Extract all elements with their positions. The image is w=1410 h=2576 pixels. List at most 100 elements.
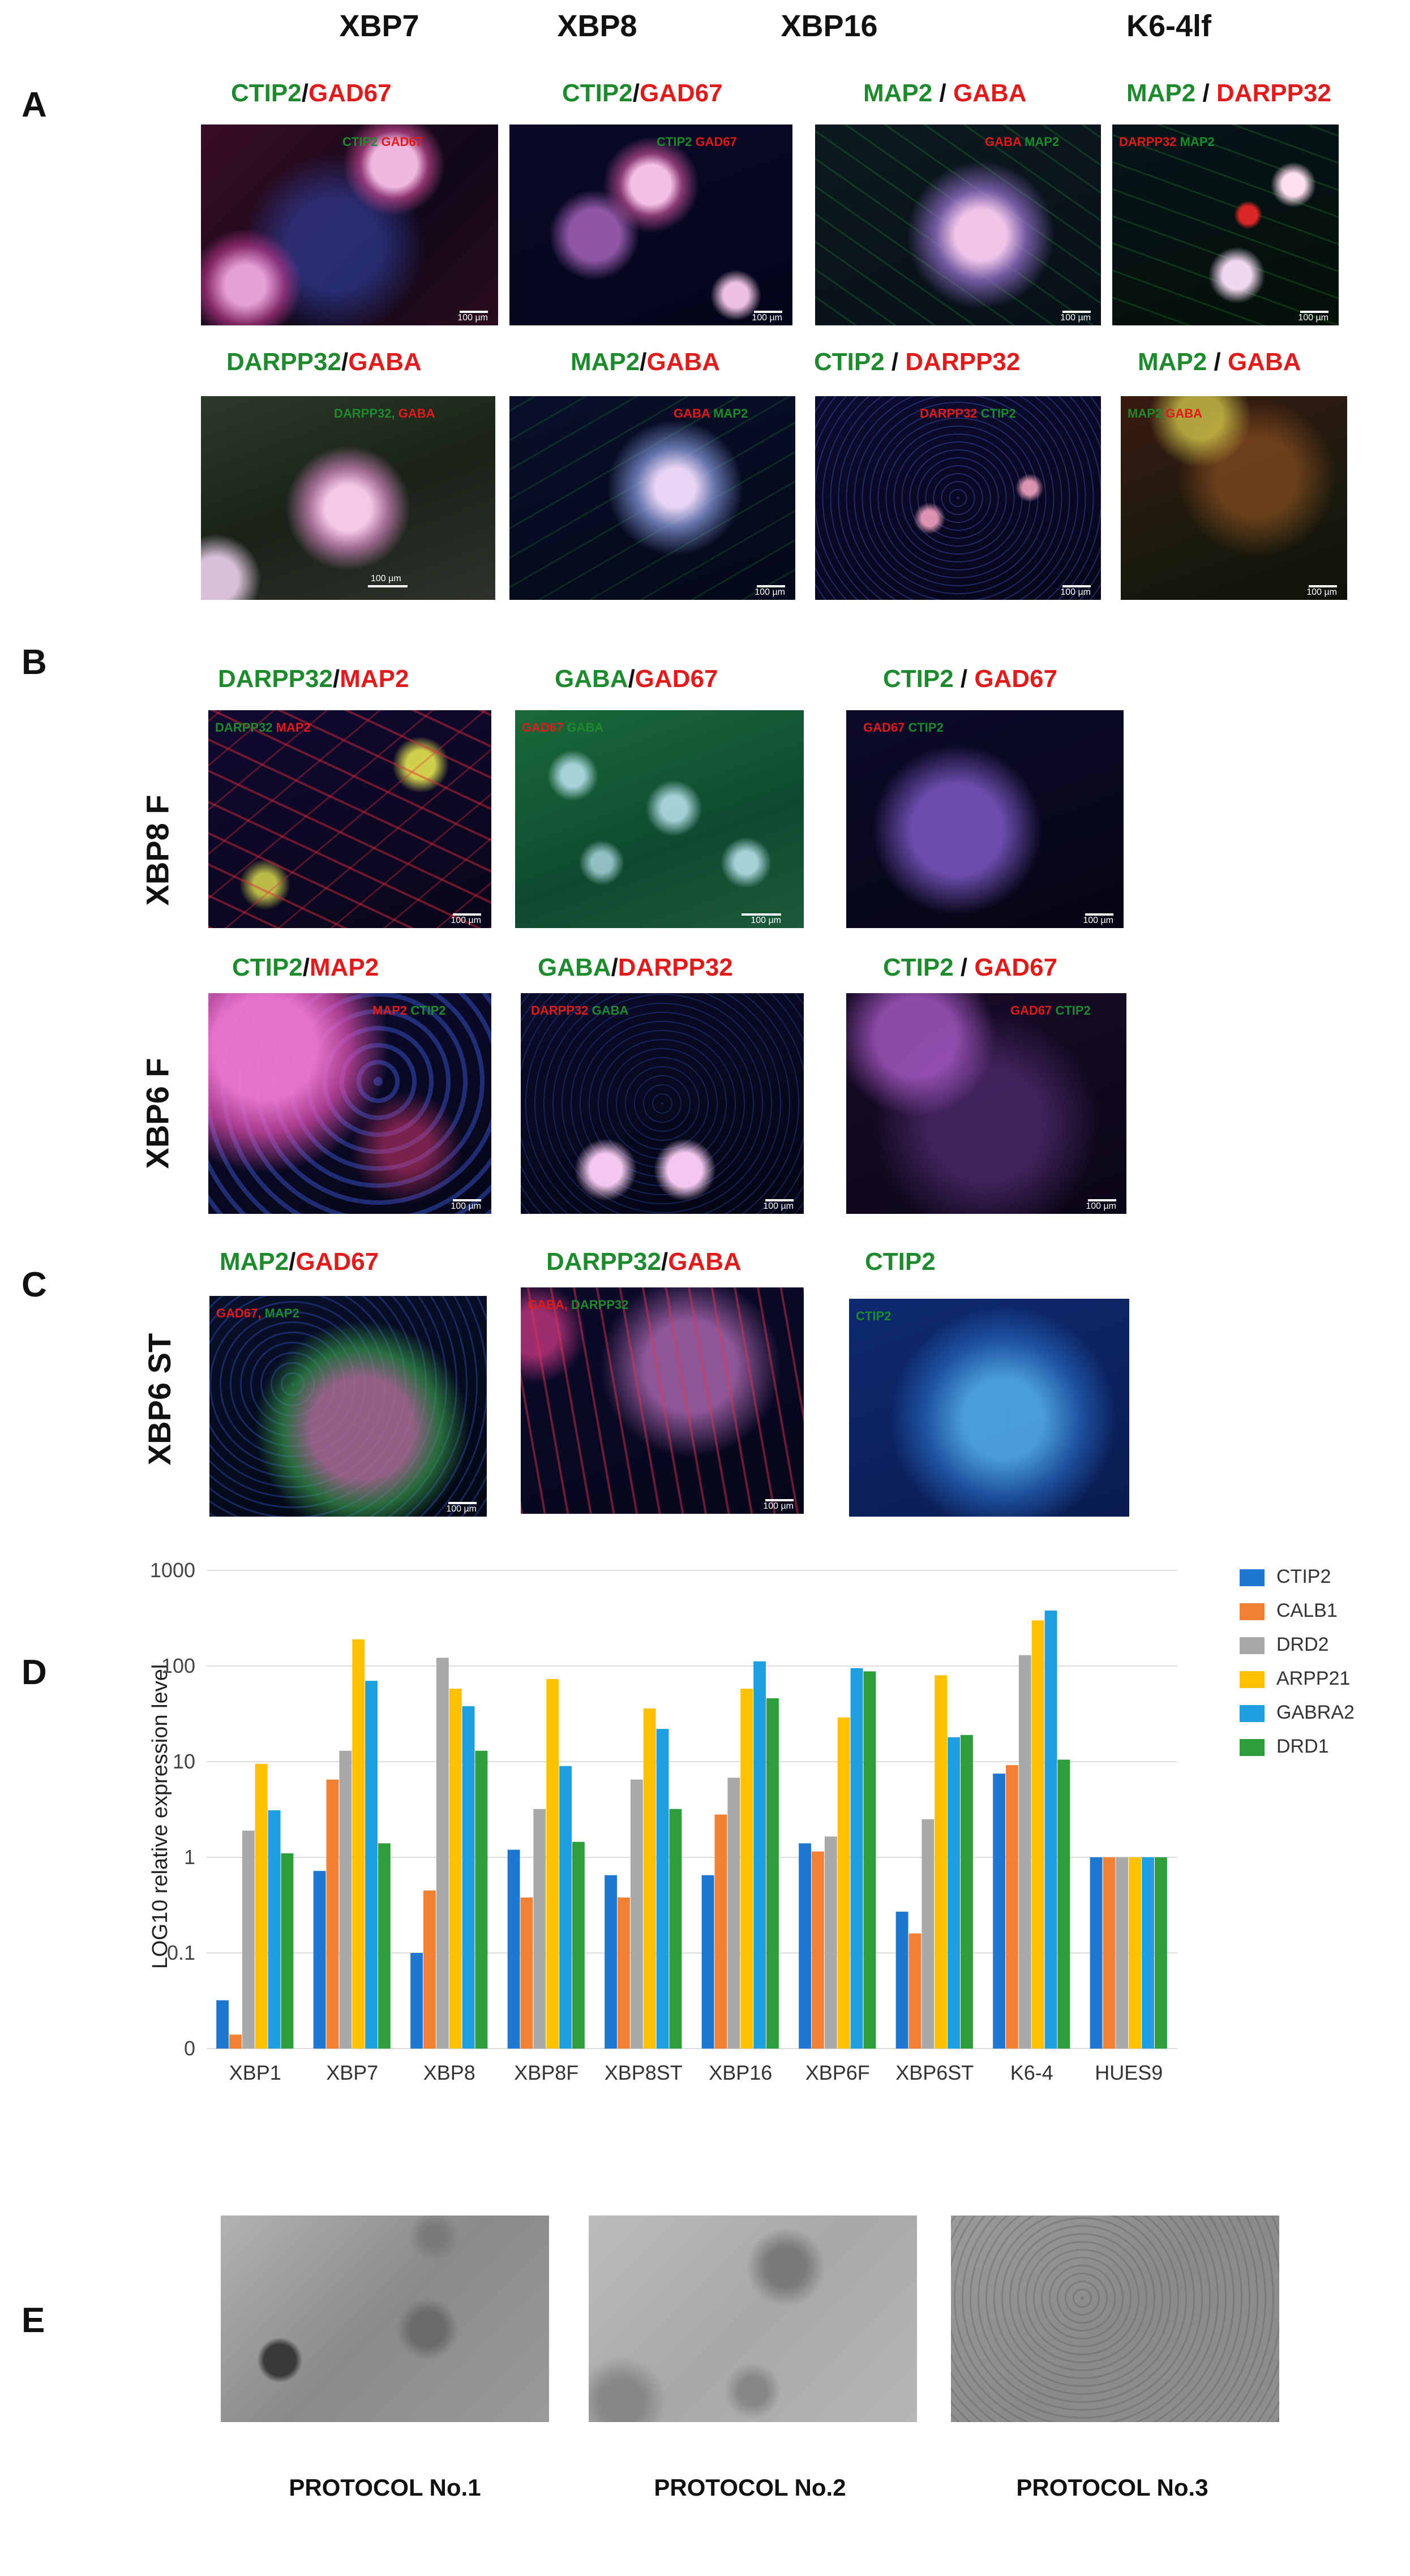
- y-tick-label: 100: [161, 1654, 195, 1677]
- bar-calb1-xbp7: [326, 1779, 339, 2049]
- bar-drd2-xbp6f: [824, 1836, 837, 2049]
- bar-calb1-xbp6st: [908, 1933, 922, 2049]
- panel-a-row2-label-1: DARPP32/GABA: [226, 348, 422, 376]
- panel-c-label-1: MAP2/GAD67: [220, 1248, 379, 1276]
- y-tick-label: 10: [173, 1750, 195, 1773]
- legend-swatch-drd1: [1240, 1739, 1265, 1756]
- bar-gabra2-xbp8st: [656, 1729, 669, 2049]
- panel-b-micrograph-1-3: GAD67 CTIP2 100 µm: [846, 710, 1124, 928]
- bar-drd1-xbp7: [378, 1843, 391, 2049]
- legend-swatch-gabra2: [1240, 1705, 1265, 1722]
- panel-b-row1-label-2: GABA/GAD67: [555, 665, 718, 693]
- panel-b-micrograph-1-1: DARPP32 MAP2 100 µm: [208, 710, 491, 928]
- panel-b-micrograph-2-2: DARPP32 GABA 100 µm: [521, 993, 804, 1214]
- bar-arpp21-k6-4: [1031, 1620, 1044, 2049]
- panel-a-row1-label-2: CTIP2/GAD67: [562, 79, 723, 107]
- bar-drd2-xbp8: [436, 1658, 449, 2049]
- legend-label-ctip2: CTIP2: [1276, 1566, 1331, 1587]
- protocol-1-brightfield-image: [221, 2216, 549, 2422]
- bar-ctip2-hues9: [1090, 1857, 1103, 2049]
- panel-a-micrograph-2-1: DARPP32, GABA 100 µm: [201, 396, 495, 600]
- bar-drd1-xbp8f: [572, 1841, 585, 2049]
- y-axis-label: LOG10 relative expression level: [148, 1664, 172, 1969]
- legend-label-gabra2: GABRA2: [1276, 1702, 1355, 1723]
- protocol-2-label: PROTOCOL No.2: [654, 2474, 846, 2501]
- panel-a-micrograph-2-4: MAP2 GABA 100 µm: [1121, 396, 1347, 600]
- bar-drd1-xbp6st: [960, 1734, 973, 2049]
- chart-svg: LOG10 relative expression level 0 0.1 1 10 1…: [148, 1559, 1355, 2084]
- bar-drd1-hues9: [1154, 1857, 1167, 2049]
- y-tick-label: 0.1: [167, 1941, 195, 1964]
- bar-calb1-xbp8st: [618, 1897, 630, 2049]
- bar-drd2-xbp7: [339, 1750, 352, 2049]
- panel-b-row1-label-1: DARPP32/MAP2: [218, 665, 409, 693]
- x-tick-label: HUES9: [1095, 2061, 1163, 2084]
- bar-calb1-hues9: [1103, 1857, 1116, 2049]
- panel-letter-b: B: [22, 643, 47, 682]
- panel-b-row1-label-3: CTIP2 / GAD67: [883, 665, 1058, 693]
- panel-b-row2-label-2: GABA/DARPP32: [538, 954, 733, 981]
- bar-drd2-xbp1: [242, 1830, 255, 2049]
- y-tick-label: 1000: [150, 1559, 195, 1582]
- panel-letter-d: D: [22, 1653, 47, 1692]
- protocol-1-label: PROTOCOL No.1: [289, 2474, 481, 2501]
- protocol-3-label: PROTOCOL No.3: [1016, 2474, 1208, 2501]
- bar-drd2-xbp16: [727, 1778, 740, 2049]
- panel-c-label-2: DARPP32/GABA: [546, 1248, 742, 1276]
- panel-c-micrograph-2: GABA, DARPP32 100 µm: [521, 1287, 804, 1514]
- panel-a-row2-label-3: CTIP2 / DARPP32: [814, 348, 1021, 376]
- expression-bar-chart: LOG10 relative expression level 0 0.1 1 10 1…: [130, 1551, 1375, 2167]
- bar-ctip2-xbp16: [701, 1875, 714, 2049]
- protocol-3-brightfield-image: [951, 2216, 1279, 2422]
- legend: CTIP2 CALB1 DRD2 ARPP21 GABRA2 DRD1: [1240, 1566, 1355, 1757]
- bar-calb1-xbp8f: [520, 1897, 533, 2049]
- panel-c-label-3: CTIP2: [865, 1248, 936, 1276]
- panel-a-micrograph-2-2: GABA MAP2 100 µm: [509, 396, 795, 600]
- panel-a-micrograph-1-2: CTIP2 GAD67 100 µm: [509, 124, 792, 325]
- panel-b-micrograph-2-3: GAD67 CTIP2 100 µm: [846, 993, 1126, 1214]
- panel-b-row2-label-1: CTIP2/MAP2: [232, 954, 379, 981]
- x-tick-label: XBP8F: [514, 2061, 578, 2084]
- bar-drd2-xbp8st: [630, 1779, 643, 2049]
- panel-c-micrograph-3: CTIP2: [849, 1299, 1129, 1517]
- x-tick-label: XBP1: [229, 2061, 281, 2084]
- protocol-2-brightfield-image: [589, 2216, 917, 2422]
- bar-gabra2-xbp16: [753, 1661, 766, 2049]
- bar-drd2-hues9: [1116, 1857, 1129, 2049]
- y-tick-label: 1: [184, 1845, 195, 1869]
- column-title-xbp16: XBP16: [781, 9, 878, 43]
- bar-gabra2-xbp6st: [948, 1737, 960, 2049]
- y-tick-labels: 0 0.1 1 10 100 1000: [150, 1559, 195, 2060]
- panel-a-micrograph-1-1: CTIP2 GAD67 100 µm: [201, 124, 498, 325]
- panel-b-micrograph-1-2: GAD67 GABA 100 µm: [515, 710, 804, 928]
- x-tick-label: XBP8: [423, 2061, 475, 2084]
- column-title-xbp8: XBP8: [557, 9, 637, 43]
- bar-arpp21-xbp16: [740, 1688, 753, 2049]
- bar-gabra2-xbp1: [268, 1810, 281, 2049]
- column-title-k6-4lf: K6-4lf: [1126, 9, 1212, 43]
- legend-label-drd1: DRD1: [1276, 1736, 1329, 1757]
- bar-drd2-xbp8f: [533, 1809, 546, 2049]
- bar-ctip2-xbp6st: [895, 1912, 908, 2049]
- panel-b-row2-label-3: CTIP2 / GAD67: [883, 954, 1058, 981]
- bar-drd1-xbp1: [281, 1853, 294, 2049]
- column-title-xbp7: XBP7: [339, 9, 419, 43]
- legend-swatch-drd2: [1240, 1637, 1265, 1654]
- x-tick-label: XBP16: [709, 2061, 772, 2084]
- bar-gabra2-xbp8: [462, 1706, 475, 2049]
- panel-letter-a: A: [22, 85, 47, 124]
- x-tick-label: XBP7: [326, 2061, 378, 2084]
- panel-b-row-label-xbp6f: XBP6 F: [139, 1058, 175, 1169]
- panel-b-row-label-xbp8f: XBP8 F: [139, 795, 175, 906]
- panel-a-row1-label-1: CTIP2/GAD67: [231, 79, 392, 107]
- panel-a-row2-label-4: MAP2 / GABA: [1138, 348, 1301, 376]
- bar-drd1-k6-4: [1057, 1759, 1070, 2049]
- panel-c-micrograph-1: GAD67, MAP2 100 µm: [209, 1296, 487, 1517]
- legend-swatch-ctip2: [1240, 1569, 1265, 1586]
- panel-a-micrograph-2-3: DARPP32 CTIP2 100 µm: [815, 396, 1101, 600]
- panel-c-row-label-xbp6st: XBP6 ST: [142, 1333, 178, 1466]
- x-tick-label: K6-4: [1010, 2061, 1053, 2084]
- bars: [216, 1611, 1167, 2049]
- bar-calb1-xbp1: [229, 2034, 242, 2049]
- panel-a-micrograph-1-3: GABA MAP2 100 µm: [815, 124, 1101, 325]
